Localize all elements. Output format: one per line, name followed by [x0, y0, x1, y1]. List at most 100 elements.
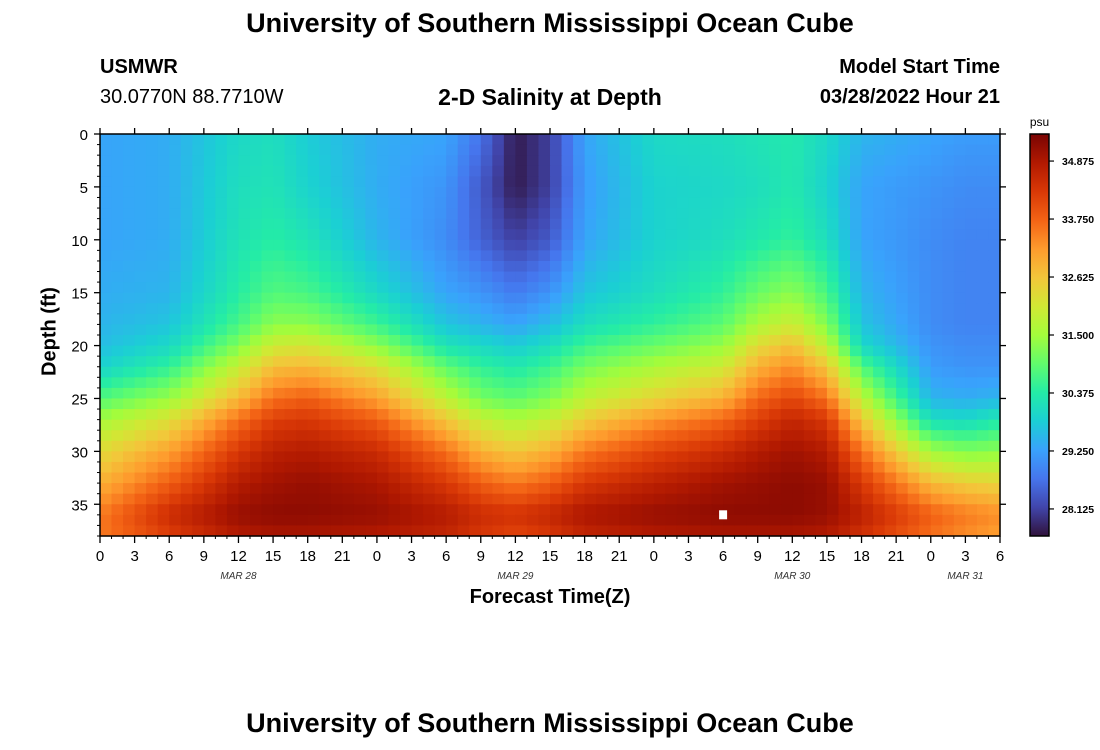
heatmap-cell [423, 260, 436, 273]
heatmap-cell [538, 387, 551, 400]
heatmap-cell [861, 335, 874, 347]
heatmap-cell [123, 451, 136, 463]
heatmap-cell [850, 229, 863, 241]
heatmap-cell [769, 525, 782, 537]
heatmap-cell [607, 461, 620, 474]
heatmap-cell [146, 504, 159, 516]
heatmap-cell [676, 483, 690, 495]
heatmap-cell [400, 514, 413, 527]
heatmap-cell [780, 345, 793, 357]
heatmap-cell [238, 514, 251, 527]
heatmap-cell [376, 260, 390, 273]
heatmap-cell [665, 271, 678, 283]
heatmap-cell [584, 430, 597, 442]
heatmap-cell [942, 303, 955, 315]
heatmap-cell [838, 461, 851, 474]
heatmap-cell [157, 176, 170, 188]
heatmap-cell [342, 514, 355, 527]
heatmap-cell [273, 483, 286, 495]
heatmap-cell [942, 165, 955, 177]
heatmap-cell [803, 186, 816, 199]
heatmap-cell [803, 292, 816, 304]
heatmap-cell [446, 229, 459, 241]
heatmap-cell [630, 430, 643, 442]
heatmap-cell [238, 398, 251, 410]
heatmap-cell [492, 430, 505, 442]
heatmap-cell [365, 155, 378, 167]
heatmap-cell [330, 451, 343, 463]
heatmap-cell [630, 229, 643, 241]
heatmap-cell [123, 186, 136, 199]
heatmap-cell [792, 134, 805, 146]
heatmap-cell [376, 345, 390, 357]
heatmap-cell [480, 387, 493, 400]
heatmap-cell [723, 377, 736, 389]
heatmap-cell [642, 292, 655, 304]
heatmap-cell [619, 229, 632, 241]
heatmap-cell [596, 504, 609, 516]
heatmap-cell [238, 356, 251, 368]
heatmap-cell [815, 514, 828, 527]
heatmap-cell [942, 324, 955, 336]
heatmap-cell [480, 313, 493, 326]
heatmap-cell [469, 134, 482, 146]
heatmap-cell [503, 461, 516, 474]
heatmap-cell [169, 345, 182, 357]
x-tick-label: 15 [265, 548, 282, 565]
heatmap-cell [469, 504, 482, 516]
heatmap-cell [146, 451, 159, 463]
heatmap-cell [988, 472, 1001, 484]
heatmap-cell [734, 250, 747, 262]
heatmap-cell [492, 324, 505, 336]
heatmap-cell [953, 282, 966, 294]
heatmap-cell [353, 525, 366, 537]
heatmap-cell [492, 250, 505, 262]
heatmap-cell [538, 292, 551, 304]
heatmap-cell [838, 292, 851, 304]
heatmap-cell [146, 398, 159, 410]
heatmap-cell [215, 250, 228, 262]
heatmap-cell [596, 218, 609, 230]
heatmap-cell [723, 356, 736, 368]
heatmap-cell [919, 345, 932, 357]
colorbar-tick-label: 31.500 [1062, 330, 1094, 342]
heatmap-cell [446, 260, 459, 273]
heatmap-cell [250, 144, 263, 156]
heatmap-cell [653, 186, 666, 199]
heatmap-cell [803, 387, 816, 400]
heatmap-cell [157, 398, 170, 410]
heatmap-cell [861, 409, 874, 421]
heatmap-cell [423, 134, 436, 146]
heatmap-cell [873, 387, 886, 400]
heatmap-cell [215, 208, 228, 220]
heatmap-cell [423, 282, 436, 294]
heatmap-cell [630, 176, 643, 188]
heatmap-cell [573, 282, 586, 294]
heatmap-cell [711, 282, 724, 294]
heatmap-cell [573, 155, 586, 167]
heatmap-cell [273, 197, 286, 209]
heatmap-cell [457, 324, 470, 336]
heatmap-cell [907, 387, 920, 400]
heatmap-cell [526, 260, 540, 273]
heatmap-cell [930, 144, 943, 156]
heatmap-cell [203, 229, 216, 241]
heatmap-cell [296, 260, 309, 273]
heatmap-cell [769, 324, 782, 336]
heatmap-cell [330, 356, 343, 368]
heatmap-cell [215, 197, 228, 209]
heatmap-cell [457, 186, 470, 199]
heatmap-cell [988, 250, 1001, 262]
heatmap-cell [226, 186, 240, 199]
heatmap-cell [700, 398, 713, 410]
date-label: MAR 28 [220, 571, 257, 582]
heatmap-cell [376, 472, 390, 484]
heatmap-cell [492, 155, 505, 167]
heatmap-cell [284, 335, 297, 347]
heatmap-cell [711, 504, 724, 516]
heatmap-cell [676, 197, 690, 209]
heatmap-cell [550, 366, 563, 378]
heatmap-cell [907, 324, 920, 336]
heatmap-cell [826, 134, 840, 146]
heatmap-cell [919, 271, 932, 283]
